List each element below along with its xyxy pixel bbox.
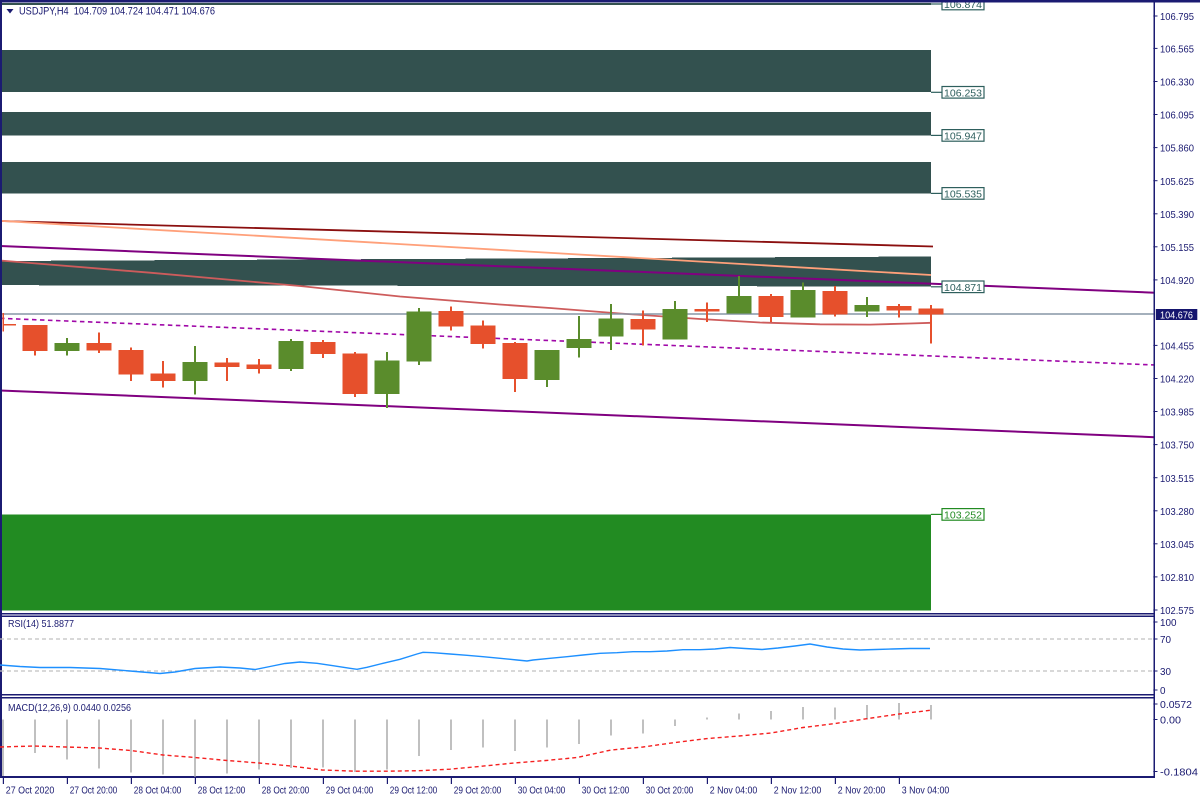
svg-text:105.390: 105.390 [1160, 209, 1194, 221]
svg-text:0.00: 0.00 [1160, 715, 1181, 727]
svg-text:103.515: 103.515 [1160, 473, 1194, 485]
svg-text:104.455: 104.455 [1160, 341, 1194, 353]
svg-text:102.575: 102.575 [1160, 605, 1194, 617]
svg-text:28 Oct 20:00: 28 Oct 20:00 [262, 785, 310, 797]
svg-text:104.871: 104.871 [944, 282, 982, 294]
svg-text:106.095: 106.095 [1160, 110, 1194, 122]
svg-text:105.625: 105.625 [1160, 176, 1194, 188]
svg-text:RSI(14) 51.8877: RSI(14) 51.8877 [8, 618, 74, 630]
svg-text:-0.1804: -0.1804 [1160, 767, 1198, 779]
svg-text:104.920: 104.920 [1160, 275, 1194, 287]
svg-text:30: 30 [1160, 666, 1171, 678]
svg-text:0: 0 [1160, 685, 1166, 697]
svg-text:27 Oct 20:00: 27 Oct 20:00 [70, 785, 118, 797]
svg-text:2 Nov 12:00: 2 Nov 12:00 [774, 785, 822, 797]
svg-text:2 Nov 04:00: 2 Nov 04:00 [710, 785, 758, 797]
svg-text:27 Oct 2020: 27 Oct 2020 [6, 785, 55, 797]
svg-text:30 Oct 12:00: 30 Oct 12:00 [582, 785, 630, 797]
svg-text:106.874: 106.874 [944, 0, 982, 11]
svg-text:106.330: 106.330 [1160, 77, 1194, 89]
svg-text:30 Oct 20:00: 30 Oct 20:00 [646, 785, 694, 797]
svg-text:2 Nov 20:00: 2 Nov 20:00 [838, 785, 886, 797]
svg-text:30 Oct 04:00: 30 Oct 04:00 [518, 785, 566, 797]
svg-text:106.795: 106.795 [1160, 11, 1194, 23]
svg-text:3 Nov 04:00: 3 Nov 04:00 [902, 785, 950, 797]
svg-text:103.045: 103.045 [1160, 539, 1194, 551]
svg-text:70: 70 [1160, 634, 1171, 646]
svg-text:29 Oct 20:00: 29 Oct 20:00 [454, 785, 502, 797]
svg-text:29 Oct 12:00: 29 Oct 12:00 [390, 785, 438, 797]
svg-text:103.750: 103.750 [1160, 440, 1194, 452]
svg-text:103.280: 103.280 [1160, 506, 1194, 518]
svg-text:USDJPY,H4 104.709 104.724 104: USDJPY,H4 104.709 104.724 104.471 104.67… [19, 6, 215, 18]
svg-text:MACD(12,26,9) 0.0440 0.0256: MACD(12,26,9) 0.0440 0.0256 [8, 702, 131, 714]
svg-text:28 Oct 12:00: 28 Oct 12:00 [198, 785, 246, 797]
svg-text:103.985: 103.985 [1160, 407, 1194, 419]
svg-text:105.860: 105.860 [1160, 143, 1194, 155]
svg-text:29 Oct 04:00: 29 Oct 04:00 [326, 785, 374, 797]
svg-text:106.565: 106.565 [1160, 44, 1194, 56]
svg-text:102.810: 102.810 [1160, 572, 1194, 584]
svg-text:0.0572: 0.0572 [1160, 699, 1192, 711]
svg-text:100: 100 [1160, 617, 1177, 629]
svg-text:104.676: 104.676 [1160, 309, 1193, 321]
svg-text:104.220: 104.220 [1160, 374, 1194, 386]
svg-text:105.155: 105.155 [1160, 242, 1194, 254]
svg-text:103.252: 103.252 [944, 510, 982, 522]
svg-text:28 Oct 04:00: 28 Oct 04:00 [134, 785, 182, 797]
svg-text:105.947: 105.947 [944, 131, 982, 143]
svg-text:106.253: 106.253 [944, 87, 982, 99]
svg-text:105.535: 105.535 [944, 189, 982, 201]
